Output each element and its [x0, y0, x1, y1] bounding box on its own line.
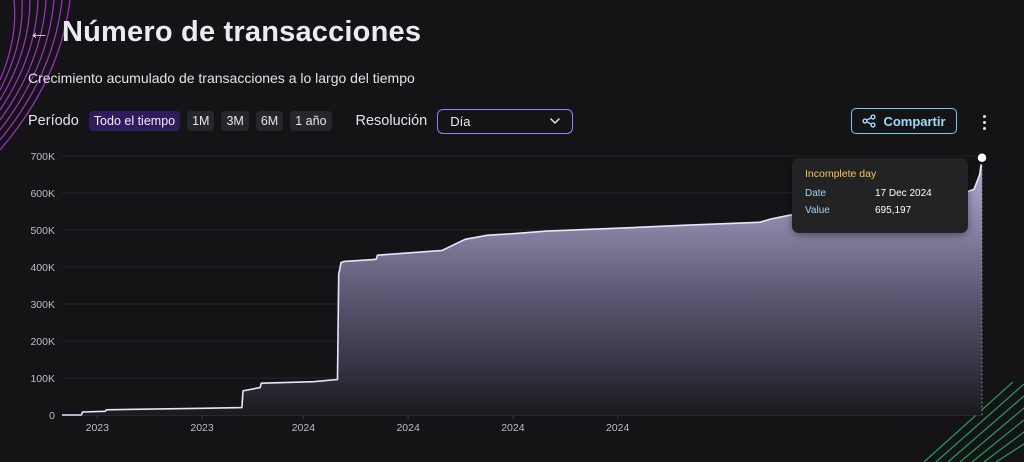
- page-subtitle: Crecimiento acumulado de transacciones a…: [28, 70, 415, 86]
- period-1y-button[interactable]: 1 año: [290, 111, 332, 131]
- arrow-left-icon[interactable]: ←: [28, 19, 50, 44]
- share-icon: [862, 114, 877, 128]
- resolution-select[interactable]: Día: [437, 108, 574, 134]
- highlight-point: [975, 151, 989, 165]
- x-tick-label: 2023: [190, 422, 214, 434]
- period-1m-button[interactable]: 1M: [187, 111, 215, 131]
- resolution-label: Resolución: [355, 113, 428, 129]
- tooltip-value-label: Value: [805, 205, 830, 216]
- x-tick-label: 2023: [86, 422, 110, 434]
- period-label: Período: [28, 113, 79, 129]
- period-all-time-button[interactable]: Todo el tiempo: [88, 111, 181, 131]
- x-tick-label: 2024: [606, 422, 630, 434]
- share-label: Compartir: [883, 113, 946, 129]
- y-tick-label: 600K: [30, 188, 55, 200]
- page-title: Número de transacciones: [62, 16, 422, 48]
- x-tick-label: 2024: [292, 422, 316, 434]
- x-tick-label: 2024: [501, 422, 525, 434]
- y-tick-label: 200K: [30, 336, 55, 348]
- y-tick-label: 700K: [30, 151, 55, 163]
- x-tick-label: 2024: [396, 422, 420, 434]
- kebab-menu-icon[interactable]: [976, 110, 992, 134]
- page-header: ← Número de transacciones: [28, 14, 421, 50]
- y-tick-label: 100K: [30, 373, 55, 385]
- y-tick-label: 300K: [30, 299, 55, 311]
- series-area: [62, 157, 982, 416]
- period-6m-button[interactable]: 6M: [255, 111, 284, 131]
- tooltip-heading: Incomplete day: [805, 168, 877, 180]
- chart-controls: Período Todo el tiempo 1M 3M 6M 1 año Re…: [28, 108, 574, 134]
- y-tick-label: 400K: [30, 262, 55, 274]
- share-button[interactable]: Compartir: [851, 108, 957, 134]
- period-3m-button[interactable]: 3M: [221, 111, 249, 131]
- resolution-value: Día: [450, 113, 471, 129]
- chart-tooltip: Incomplete day Date 17 Dec 2024 Value 69…: [792, 158, 968, 233]
- chevron-down-icon: [550, 118, 561, 124]
- tooltip-value-value: 695,197: [875, 205, 912, 216]
- y-tick-label: 0: [49, 410, 55, 422]
- tooltip-date-value: 17 Dec 2024: [875, 188, 932, 199]
- tooltip-date-label: Date: [805, 188, 827, 199]
- y-tick-label: 500K: [30, 225, 55, 237]
